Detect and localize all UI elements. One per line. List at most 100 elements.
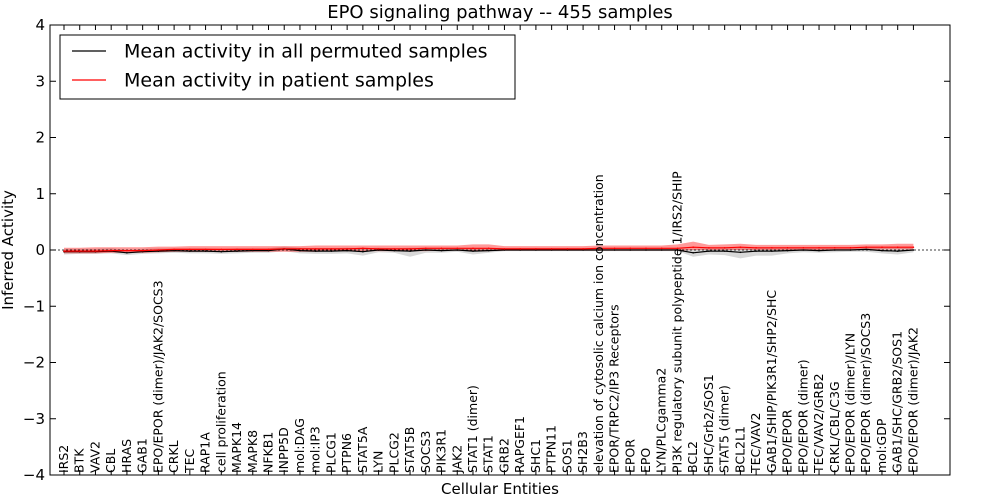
point-patient: [676, 247, 679, 250]
series-layer: [63, 246, 915, 254]
point-patient: [896, 246, 899, 248]
x-tick-label: EPO/EPOR (dimer)/LYN: [843, 333, 858, 473]
point-permuted: [865, 248, 867, 251]
point-patient: [472, 247, 474, 250]
point-patient: [189, 248, 191, 251]
x-tick-label: GAB1/SHC/GRB2/SOS1: [890, 331, 905, 473]
y-tick-label: 3: [35, 72, 45, 90]
point-permuted: [802, 249, 805, 251]
point-patient: [267, 248, 270, 251]
point-patient: [283, 248, 286, 250]
point-patient: [818, 247, 820, 249]
x-tick-label: MAPK14: [229, 422, 244, 473]
point-patient: [660, 247, 663, 250]
point-patient: [771, 247, 773, 249]
point-patient: [157, 249, 160, 251]
x-tick-label: GAB1/SHIP/PIK3R1/SHP2/SHC: [764, 290, 779, 473]
x-tick-label: EPO/EPOR (dimer)/JAK2: [905, 327, 920, 473]
point-permuted: [660, 249, 663, 251]
x-tick-label: EPO/EPOR (dimer)/JAK2/SOCS3: [150, 280, 165, 473]
point-permuted: [362, 250, 364, 253]
point-permuted: [566, 249, 569, 251]
point-patient: [252, 248, 254, 251]
y-ticks: −4 −3 −2 −1 0 1 2 3 4: [23, 16, 950, 484]
y-tick-label: −2: [23, 354, 45, 372]
x-tick-label: EPOR: [622, 439, 637, 473]
y-tick-label: 4: [35, 16, 45, 34]
point-patient: [834, 247, 836, 249]
x-tick-label: STAT5B: [402, 427, 417, 473]
y-tick-label: −4: [23, 466, 45, 484]
point-permuted: [126, 252, 128, 254]
point-permuted: [535, 249, 537, 251]
point-patient: [881, 246, 883, 248]
x-tick-label: STAT5 (dimer): [717, 385, 732, 473]
x-tick-label: SHC1: [528, 439, 543, 473]
point-permuted: [173, 249, 175, 252]
point-patient: [582, 248, 584, 250]
x-tick-label: PI3K regulatory subunit polypeptide 1/IR…: [670, 171, 685, 473]
x-tick-label: CRKL/CBL/C3G: [827, 381, 842, 473]
point-patient: [613, 247, 616, 250]
x-tick-label: EPO/EPOR: [780, 409, 795, 473]
x-tick-label: MAPK8: [245, 430, 260, 473]
point-patient: [566, 248, 569, 250]
legend: Mean activity in all permuted samples Me…: [59, 34, 516, 100]
y-tick-label: 0: [35, 241, 45, 259]
x-tick-label: BCL2L1: [732, 426, 747, 473]
point-patient: [236, 248, 238, 251]
point-permuted: [613, 249, 616, 251]
point-patient: [519, 248, 521, 250]
point-permuted: [267, 249, 270, 252]
point-patient: [173, 248, 175, 251]
point-permuted: [487, 249, 490, 252]
x-tick-label: EPO: [638, 448, 653, 473]
y-tick-label: 1: [35, 185, 45, 203]
chart-title: EPO signaling pathway -- 455 samples: [327, 2, 673, 23]
x-tick-label: SOCS3: [418, 431, 433, 473]
x-ticks: IRS2 BTK VAV2 CBL HRAS GAB1 EPO/EPOR (dimer)/J…: [56, 25, 920, 475]
x-tick-label: NFKB1: [261, 432, 276, 473]
point-permuted: [849, 249, 852, 251]
point-patient: [94, 250, 97, 252]
x-tick-label: TEC/VAV2: [748, 413, 763, 474]
point-permuted: [629, 249, 632, 251]
point-permuted: [896, 250, 899, 252]
point-permuted: [582, 249, 584, 251]
point-patient: [739, 246, 742, 248]
point-patient: [346, 248, 348, 250]
point-permuted: [881, 249, 883, 252]
point-permuted: [252, 249, 254, 252]
y-axis-label: Inferred Activity: [0, 190, 17, 310]
x-tick-label: JAK2: [449, 445, 464, 474]
x-tick-label: IRS2: [56, 445, 71, 473]
x-tick-label: TEC/VAV2/GRB2: [811, 373, 826, 474]
point-permuted: [314, 250, 317, 252]
point-patient: [425, 247, 427, 250]
x-tick-label: TEC: [182, 448, 197, 474]
point-permuted: [377, 249, 380, 251]
point-patient: [456, 247, 459, 250]
x-tick-label: SH2B3: [575, 431, 590, 473]
x-tick-label: RAPGEF1: [512, 416, 527, 473]
point-patient: [755, 247, 757, 249]
point-patient: [126, 249, 128, 252]
point-permuted: [141, 250, 144, 253]
point-permuted: [645, 249, 647, 251]
legend-label-patient: Mean activity in patient samples: [124, 70, 434, 92]
point-patient: [487, 247, 490, 250]
band-patient: [64, 241, 914, 254]
point-permuted: [598, 249, 600, 251]
point-patient: [220, 248, 223, 251]
x-tick-label: CRKL: [166, 440, 181, 473]
point-permuted: [692, 252, 694, 254]
x-tick-label: PIK3R1: [434, 429, 449, 473]
x-tick-label: STAT5A: [355, 426, 370, 473]
point-patient: [63, 250, 65, 252]
point-patient: [362, 247, 364, 250]
point-patient: [786, 247, 789, 249]
point-patient: [393, 248, 396, 250]
y-tick-label: 2: [35, 129, 45, 147]
point-patient: [692, 246, 694, 248]
